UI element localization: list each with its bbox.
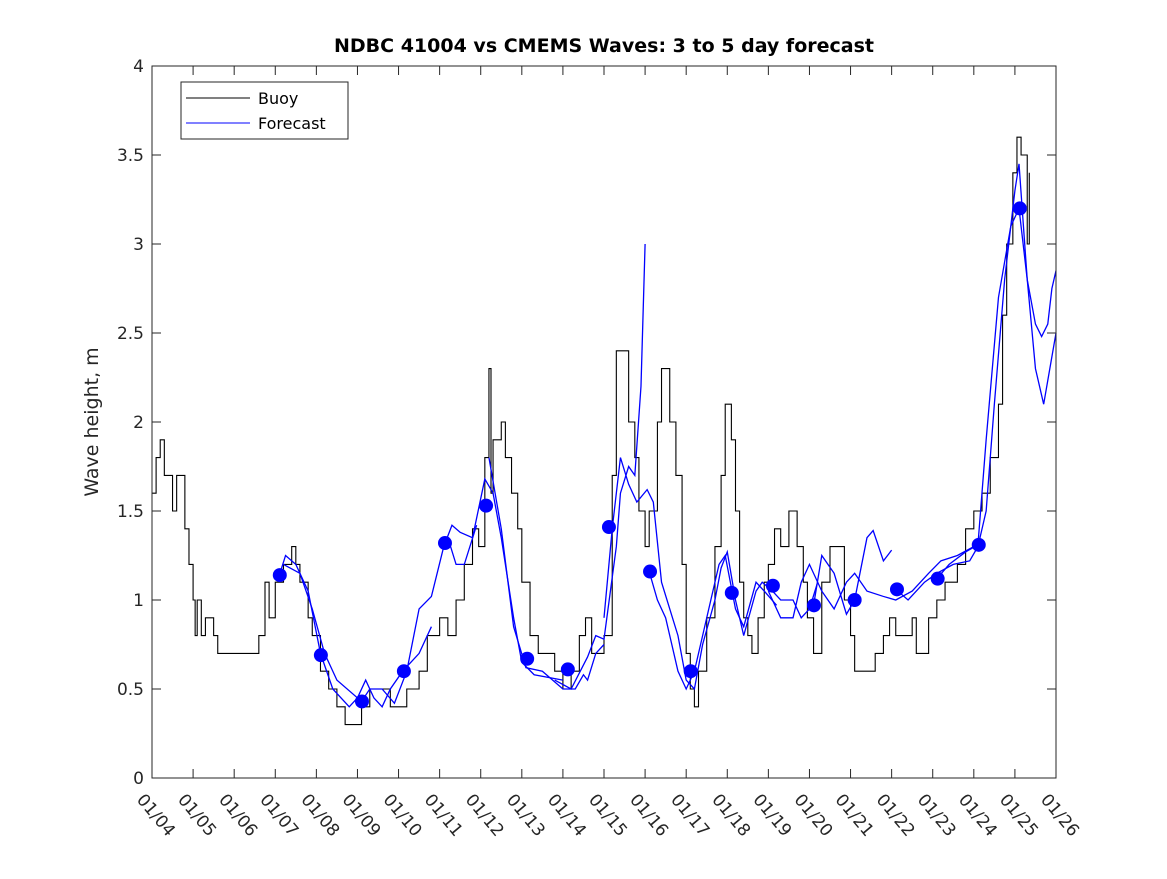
forecast-marker (560, 662, 575, 677)
y-tick-label: 4 (133, 57, 144, 77)
y-tick-label: 1.5 (117, 502, 144, 522)
y-tick-label: 0 (133, 769, 144, 789)
forecast-marker (847, 593, 862, 607)
y-tick-label: 2.5 (117, 324, 144, 344)
forecast-series-line (603, 457, 819, 691)
forecast-series-line (767, 546, 975, 619)
forecast-marker (971, 537, 986, 552)
forecast-series-line (447, 525, 478, 566)
forecast-marker (601, 520, 616, 535)
buoy-series-line (152, 136, 1030, 726)
forecast-marker (272, 568, 287, 583)
forecast-marker (765, 578, 780, 593)
forecast-series-line (895, 163, 1057, 601)
forecast-series-line (648, 553, 778, 691)
forecast-marker (889, 582, 904, 597)
legend: Buoy Forecast (180, 81, 349, 140)
forecast-marker (643, 564, 658, 579)
legend-buoy-label: Buoy (258, 89, 298, 108)
forecast-series-line (554, 243, 646, 690)
forecast-marker (520, 651, 535, 666)
legend-box (180, 81, 349, 140)
forecast-marker (724, 585, 739, 600)
y-axis-label: Wave height, m (81, 347, 103, 496)
forecast-marker (806, 598, 821, 613)
forecast-marker (930, 571, 945, 586)
forecast-marker (437, 536, 452, 551)
forecast-marker (396, 664, 411, 679)
forecast-series-line (936, 206, 1057, 580)
axes-box (151, 65, 1057, 779)
forecast-marker (683, 664, 698, 679)
forecast-marker (479, 498, 494, 513)
y-tick-label: 1 (133, 591, 144, 611)
y-tick-label: 3 (133, 235, 144, 255)
forecast-series-line (488, 457, 605, 690)
forecast-marker (354, 694, 369, 709)
forecast-marker (313, 648, 328, 663)
legend-forecast-label: Forecast (258, 114, 326, 133)
y-tick-label: 0.5 (117, 680, 144, 700)
chart-title: NDBC 41004 vs CMEMS Waves: 3 to 5 day fo… (334, 35, 874, 57)
forecast-marker (1012, 201, 1027, 216)
y-tick-label: 3.5 (117, 146, 144, 166)
y-tick-label: 2 (133, 413, 144, 433)
